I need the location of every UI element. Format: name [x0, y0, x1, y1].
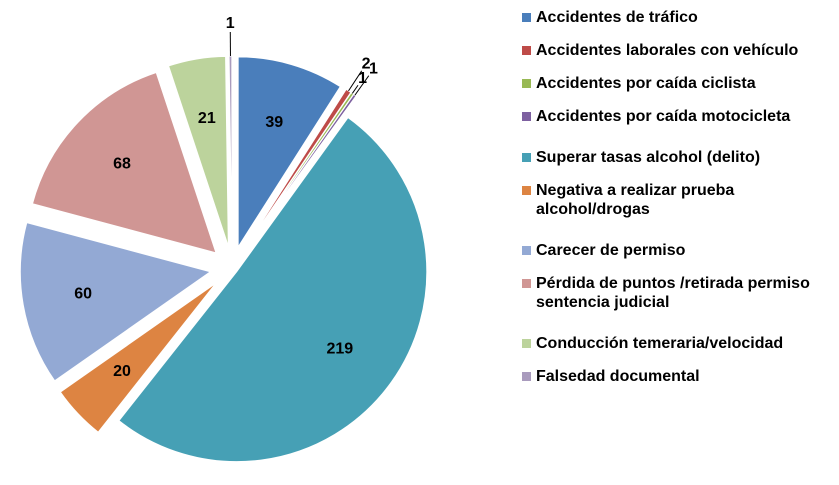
- data-label: 1: [358, 70, 367, 87]
- legend-item: Accidentes por caída motocicleta: [520, 107, 835, 126]
- leader-line: [354, 75, 370, 96]
- legend-label: Conducción temeraria/velocidad: [536, 335, 784, 352]
- pie-slice: [228, 55, 233, 247]
- legend-item: Falsedad documental: [520, 367, 835, 386]
- data-label: 20: [113, 363, 131, 380]
- legend-label: Accidentes por caída motocicleta: [536, 108, 791, 125]
- pie-slice: [167, 55, 229, 247]
- data-label: 2: [362, 55, 371, 72]
- legend-swatch: [522, 13, 531, 22]
- data-label: 68: [113, 155, 131, 172]
- legend-item: Superar tasas alcohol (delito): [520, 148, 835, 167]
- legend-label: Accidentes de tráfico: [536, 9, 698, 26]
- legend-item: Accidentes de tráfico: [520, 8, 835, 27]
- legend-label: Negativa a realizar prueba alcohol/droga…: [536, 182, 735, 218]
- pie-slice: [237, 56, 341, 249]
- data-label: 21: [198, 110, 216, 127]
- data-label: 1: [226, 15, 235, 32]
- legend-swatch: [522, 46, 531, 55]
- legend-item: Negativa a realizar prueba alcohol/droga…: [520, 181, 835, 219]
- legend-item: Accidentes por caída ciclista: [520, 74, 835, 93]
- data-label: 1: [369, 60, 378, 77]
- legend-swatch: [522, 112, 531, 121]
- legend-swatch: [522, 372, 531, 381]
- legend-swatch: [522, 339, 531, 348]
- pie-slice: [118, 116, 428, 463]
- legend-swatch: [522, 279, 531, 288]
- legend-label: Carecer de permiso: [536, 242, 686, 259]
- data-label: 39: [265, 114, 283, 131]
- data-label: 219: [327, 341, 354, 358]
- legend-swatch: [522, 79, 531, 88]
- leader-line: [348, 70, 363, 92]
- legend-item: Carecer de permiso: [520, 241, 835, 260]
- pie-slice: [59, 282, 217, 433]
- legend-label: Pérdida de puntos /retirada permiso sent…: [536, 275, 810, 311]
- legend: Accidentes de tráfico Accidentes laborale…: [520, 8, 835, 386]
- legend-item: Pérdida de puntos /retirada permiso sent…: [520, 274, 835, 312]
- legend-swatch: [522, 246, 531, 255]
- legend-label: Accidentes laborales con vehículo: [536, 42, 799, 59]
- pie-slice: [19, 222, 212, 382]
- data-label: 60: [74, 285, 92, 302]
- leader-line: [351, 84, 359, 94]
- legend-swatch: [522, 186, 531, 195]
- legend-swatch: [522, 153, 531, 162]
- legend-label: Accidentes por caída ciclista: [536, 75, 756, 92]
- legend-item: Conducción temeraria/velocidad: [520, 334, 835, 353]
- pie-slice: [31, 71, 217, 254]
- legend-label: Falsedad documental: [536, 368, 700, 385]
- legend-label: Superar tasas alcohol (delito): [536, 149, 761, 166]
- legend-item: Accidentes laborales con vehículo: [520, 41, 835, 60]
